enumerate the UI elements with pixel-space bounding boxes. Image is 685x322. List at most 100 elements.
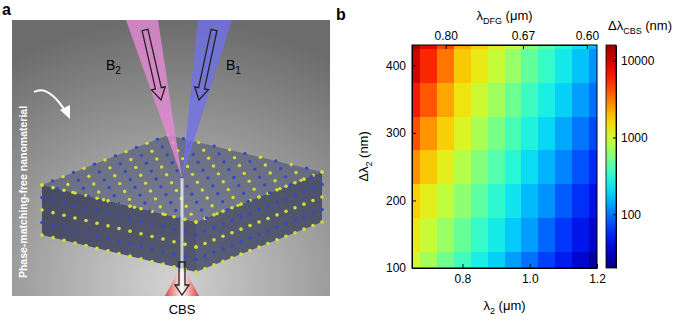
- atom: [222, 160, 225, 163]
- atom: [320, 183, 324, 187]
- atom: [112, 194, 115, 197]
- atom: [95, 234, 99, 238]
- cell: [488, 82, 505, 116]
- cell: [471, 116, 488, 150]
- atom: [247, 199, 250, 202]
- beam: [126, 20, 182, 178]
- cell: [437, 184, 454, 218]
- colorbar-axis-tick: 1000: [613, 131, 648, 145]
- atom: [320, 170, 323, 173]
- atom: [259, 156, 262, 159]
- atom: [211, 184, 214, 187]
- atom: [294, 171, 297, 174]
- cell: [521, 48, 538, 82]
- atom: [128, 198, 131, 201]
- cell: [437, 251, 454, 268]
- cell: [420, 150, 437, 184]
- atom: [293, 206, 297, 210]
- cell: [420, 251, 437, 268]
- beam: [182, 20, 232, 178]
- cell: [471, 48, 488, 82]
- atom: [302, 190, 306, 194]
- atom: [274, 159, 277, 162]
- atom: [216, 192, 219, 195]
- atom: [117, 202, 121, 206]
- atom: [194, 220, 198, 224]
- atom: [284, 209, 288, 213]
- cell: [572, 82, 589, 116]
- atom: [243, 152, 246, 155]
- x2-axis-tick-mark: [446, 45, 447, 49]
- atom: [106, 237, 110, 241]
- atom: [106, 224, 110, 228]
- atom: [196, 161, 199, 164]
- atom: [133, 206, 136, 209]
- atom: [248, 224, 252, 228]
- atom: [139, 232, 143, 236]
- atom: [284, 234, 288, 238]
- cell: [538, 48, 555, 82]
- atom: [155, 157, 158, 160]
- cell: [505, 82, 522, 116]
- atom: [320, 208, 324, 212]
- atom: [201, 168, 204, 171]
- atom: [51, 211, 55, 215]
- x2-axis-tick-label: 0.80: [434, 29, 458, 43]
- atom: [239, 240, 243, 244]
- atom: [92, 182, 95, 185]
- colorbar-axis: 100100010000: [613, 46, 655, 269]
- x-axis-tick-mark: [530, 264, 531, 268]
- atom: [278, 187, 281, 190]
- atom: [161, 225, 165, 229]
- y-axis-tick-label: 400: [386, 59, 406, 73]
- atom: [134, 166, 137, 169]
- cell: [454, 251, 471, 268]
- y-axis-tick-label: 200: [386, 194, 406, 208]
- cell: [420, 184, 437, 218]
- x2-axis-tick: 0.67: [512, 29, 536, 49]
- atom: [143, 201, 146, 204]
- cell: [412, 48, 421, 82]
- cell: [555, 116, 572, 150]
- atom: [124, 170, 127, 173]
- atom: [185, 185, 188, 188]
- atom: [212, 238, 216, 242]
- atom: [71, 191, 74, 194]
- cell: [437, 150, 454, 184]
- output-label: CBS: [169, 302, 196, 317]
- pointer-head: [60, 105, 70, 119]
- atom: [150, 235, 154, 239]
- cell: [572, 251, 589, 268]
- atom: [275, 226, 279, 230]
- atom: [144, 181, 147, 184]
- atom: [145, 142, 148, 145]
- cell: [572, 116, 589, 150]
- atom: [227, 168, 230, 171]
- atom: [284, 184, 288, 188]
- x2-axis-tick-label: 0.67: [512, 29, 536, 43]
- atom: [212, 251, 216, 255]
- atom: [117, 252, 121, 256]
- colorbar-axis-tick-label: 100: [621, 208, 641, 222]
- atom: [212, 164, 215, 167]
- cell: [589, 251, 597, 268]
- lattice: [40, 133, 324, 274]
- cell: [505, 116, 522, 150]
- x-axis-tick-mark: [462, 264, 463, 268]
- atom: [212, 263, 216, 267]
- atom: [230, 218, 234, 222]
- atom: [160, 165, 163, 168]
- atom: [190, 193, 193, 196]
- atom: [84, 231, 88, 235]
- atom: [40, 183, 43, 186]
- atom: [77, 179, 80, 182]
- atom: [212, 226, 216, 230]
- atom: [248, 211, 252, 215]
- atom: [194, 245, 198, 249]
- atom: [140, 154, 143, 157]
- atom: [266, 229, 270, 233]
- atom: [239, 215, 243, 219]
- atom: [84, 219, 88, 223]
- beam-label-sub: 2: [115, 65, 121, 76]
- cell: [589, 45, 597, 49]
